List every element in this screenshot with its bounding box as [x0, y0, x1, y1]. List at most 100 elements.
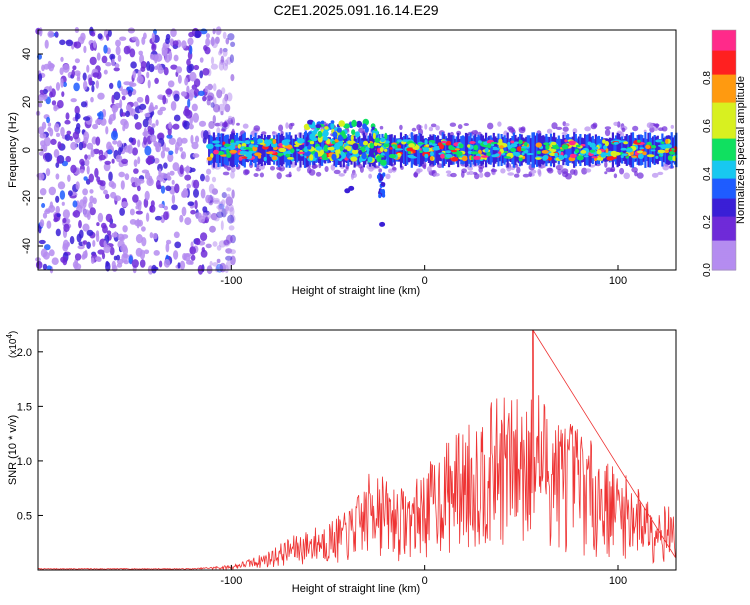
colorbar-cell — [712, 266, 736, 269]
spectrogram-cell — [202, 95, 207, 102]
spectrogram-cell — [535, 142, 542, 148]
spectrogram-cell — [75, 181, 80, 190]
spectrogram-cell — [167, 152, 174, 163]
spectrogram-cell — [648, 124, 654, 129]
spectrogram-cell — [406, 147, 415, 152]
spectrogram-cell — [137, 185, 141, 192]
spectrogram-cell — [45, 208, 51, 213]
colorbar-cell — [712, 202, 736, 205]
spectrogram-cell — [76, 76, 81, 82]
colorbar-cell — [712, 132, 736, 135]
spectrogram-cell — [171, 204, 178, 211]
spectrogram-cell — [60, 56, 64, 62]
spectrogram-cell — [95, 230, 100, 237]
spectrogram-cell — [665, 138, 669, 145]
spectrogram-cell — [149, 102, 154, 113]
spectrogram-cell — [287, 157, 294, 160]
spectrogram-cell — [60, 78, 64, 88]
spectrogram-cell — [550, 141, 557, 146]
spectrogram-cell — [200, 188, 206, 199]
spectrogram-cell — [92, 148, 100, 155]
spectrogram-cell — [604, 126, 612, 130]
spectrogram-cell — [644, 132, 647, 168]
spectrogram-cell — [48, 85, 53, 93]
spectrogram-cell — [502, 150, 508, 154]
spectrogram-cell — [473, 155, 481, 160]
spectrogram-cell — [200, 232, 208, 242]
spectrogram-cell — [356, 120, 363, 128]
spectrogram-cell — [220, 220, 224, 231]
spectrogram-cell — [101, 55, 108, 64]
spectrogram-cell — [225, 255, 233, 261]
spectrogram-cell — [90, 32, 96, 37]
spectrogram-cell — [212, 197, 220, 203]
spectrogram-cell — [119, 207, 125, 216]
spectrogram-cell — [83, 176, 88, 181]
spectrogram-cell — [477, 149, 482, 155]
spectrogram-cell — [419, 150, 423, 153]
spectrogram-cell — [387, 135, 390, 165]
spectrogram-cell — [61, 91, 65, 97]
spectrogram-cell — [564, 139, 568, 143]
spectrogram-cell — [337, 136, 344, 142]
spectrogram-cell — [115, 45, 121, 56]
spectrogram-cell — [224, 59, 229, 67]
spectrogram-cell — [208, 183, 215, 194]
spectrogram-cell — [397, 144, 402, 149]
colorbar-cell — [712, 118, 736, 121]
spectrogram-cell — [193, 188, 199, 198]
colorbar-cell — [712, 56, 736, 59]
spectrogram-cell — [116, 140, 123, 148]
spectrogram-cell — [148, 175, 153, 184]
colorbar-cell — [712, 34, 736, 37]
spectrogram-cell — [227, 214, 235, 224]
spectrogram-cell — [378, 193, 382, 199]
spectrogram-cell — [477, 140, 482, 144]
spectrogram-cell — [244, 140, 251, 145]
spectrogram-cell — [135, 38, 140, 47]
colorbar-cell — [712, 234, 736, 237]
spectrogram-cell — [149, 204, 156, 213]
colorbar-cell — [712, 184, 736, 187]
spectrogram-cell — [561, 131, 568, 135]
spectrogram-cell — [166, 134, 173, 139]
spectrogram-cell — [199, 70, 204, 79]
colorbar-cell — [712, 210, 736, 213]
spectrogram-cell — [38, 224, 42, 234]
spectrogram-cell — [103, 69, 108, 75]
spectrogram-cell — [351, 119, 357, 127]
spectrogram-cell — [491, 137, 494, 163]
colorbar-cell — [712, 102, 736, 105]
spectrogram-cell — [395, 148, 404, 151]
spectrogram-cell — [213, 149, 219, 155]
spectrogram-cell — [150, 134, 157, 143]
spectrogram-cell — [241, 156, 248, 159]
spectrogram-cell — [212, 140, 220, 144]
colorbar-cell — [712, 82, 736, 85]
spectrogram-cell — [43, 94, 48, 100]
chart-title: C2E1.2025.091.16.14.E29 — [273, 2, 438, 18]
spectrogram-cell — [171, 179, 175, 185]
spectrogram-cell — [487, 122, 494, 130]
spectrogram-cell — [596, 149, 602, 155]
spectrogram-cell — [309, 141, 315, 145]
spectrogram-cell — [610, 138, 613, 162]
spectrogram-cell — [148, 117, 152, 126]
spectrogram-cell — [88, 173, 95, 183]
spectrogram-cell — [483, 144, 490, 148]
spectrogram-cell — [287, 134, 290, 166]
spectrogram-cell — [382, 182, 386, 187]
spectrogram-cell — [208, 134, 211, 166]
spectrogram-cell — [335, 149, 342, 154]
spectrogram-cell — [484, 147, 489, 153]
spectrogram-cell — [144, 190, 150, 201]
spectrogram-cell — [46, 220, 52, 229]
spectrogram-cell — [507, 142, 511, 146]
spectrogram-cell — [179, 147, 183, 152]
spectrogram-cell — [170, 101, 177, 111]
spectrogram-cell — [369, 142, 375, 149]
spectrogram-cell — [610, 150, 618, 157]
spectrogram-cell — [147, 79, 151, 89]
spectrogram-cell — [571, 136, 574, 164]
spectrogram-cell — [464, 132, 468, 167]
